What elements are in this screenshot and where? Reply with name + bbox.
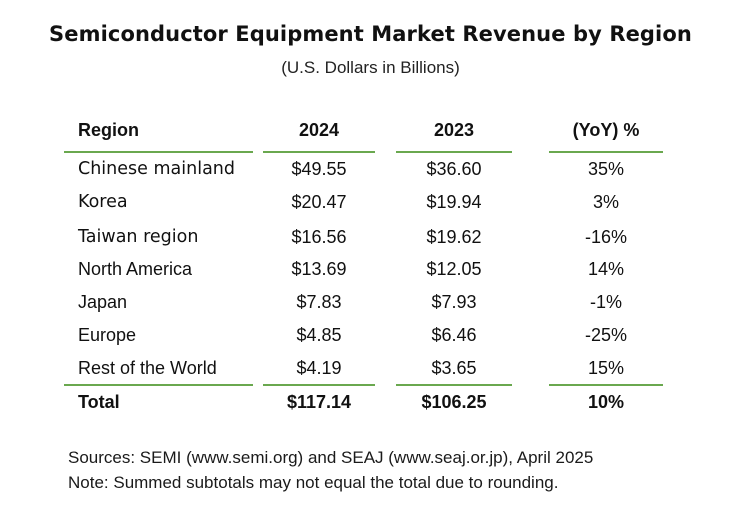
row-region: Rest of the World	[78, 358, 217, 378]
header-2023: 2023	[433, 120, 475, 140]
total-divider	[263, 384, 375, 386]
row-value-yoy: -25%	[584, 325, 628, 345]
row-value-2023: $6.46	[431, 325, 477, 345]
page-title: Semiconductor Equipment Market Revenue b…	[49, 22, 692, 46]
header-divider	[549, 151, 663, 153]
row-value-2024: $16.56	[291, 227, 347, 247]
row-value-yoy: -16%	[584, 227, 628, 247]
sources-footnote: Sources: SEMI (www.semi.org) and SEAJ (w…	[68, 448, 594, 467]
header-divider	[396, 151, 512, 153]
row-value-yoy: -1%	[589, 292, 622, 312]
row-value-2023: $3.65	[431, 358, 477, 378]
total-divider	[549, 384, 663, 386]
header-divider	[64, 151, 253, 153]
header-2024: 2024	[298, 120, 340, 140]
row-value-2023: $19.94	[426, 192, 482, 212]
row-value-2024: $49.55	[291, 159, 347, 179]
header-yoy: (YoY) %	[572, 120, 640, 140]
page-subtitle: (U.S. Dollars in Billions)	[281, 58, 460, 77]
row-region: North America	[78, 259, 193, 279]
row-region: Chinese mainland	[78, 159, 235, 179]
row-value-yoy: 3%	[592, 192, 619, 212]
total-label: Total	[78, 392, 120, 412]
total-value-2023: $106.25	[421, 392, 487, 412]
total-divider	[64, 384, 253, 386]
total-value-2024: $117.14	[286, 392, 352, 412]
row-value-yoy: 35%	[587, 159, 625, 179]
row-value-2024: $4.85	[296, 325, 342, 345]
row-region: Japan	[78, 292, 128, 312]
row-value-2024: $4.19	[296, 358, 342, 378]
row-value-2023: $12.05	[426, 259, 482, 279]
row-value-yoy: 14%	[587, 259, 625, 279]
row-value-2023: $19.62	[426, 227, 482, 247]
rounding-note: Note: Summed subtotals may not equal the…	[68, 473, 559, 492]
row-region: Taiwan region	[78, 227, 199, 247]
total-value-yoy: 10%	[587, 392, 625, 412]
row-value-2024: $13.69	[291, 259, 347, 279]
row-region: Europe	[78, 325, 137, 345]
total-divider	[396, 384, 512, 386]
row-value-2024: $20.47	[291, 192, 347, 212]
row-region: Korea	[78, 192, 128, 212]
row-value-2023: $7.93	[431, 292, 477, 312]
header-divider	[263, 151, 375, 153]
row-value-2023: $36.60	[426, 159, 482, 179]
row-value-2024: $7.83	[296, 292, 342, 312]
row-value-yoy: 15%	[587, 358, 625, 378]
header-region: Region	[78, 120, 139, 140]
